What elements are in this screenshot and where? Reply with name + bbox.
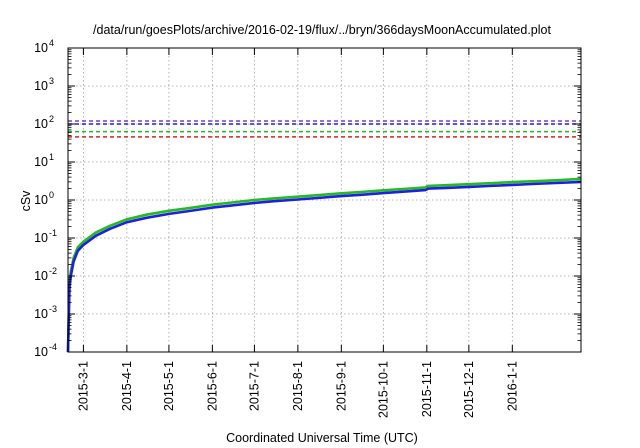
y-tick-exponent: -4: [49, 342, 57, 352]
y-tick-label: 10: [34, 79, 48, 93]
series-line: [66, 180, 582, 353]
y-tick-label: 10: [34, 269, 48, 283]
y-tick-exponent: 0: [49, 190, 54, 200]
y-tick-label: 10: [34, 231, 48, 245]
y-tick-exponent: -1: [49, 228, 57, 238]
x-tick-label: 2016-1-1: [505, 361, 519, 411]
x-tick-label: 2015-11-1: [420, 361, 434, 417]
y-tick-exponent: 4: [49, 38, 54, 48]
y-tick-exponent: 3: [49, 76, 54, 86]
x-tick-label: 2015-6-1: [205, 361, 219, 411]
x-tick-label: 2015-5-1: [162, 361, 176, 411]
y-tick-exponent: -2: [49, 266, 57, 276]
y-tick-label: 10: [34, 193, 48, 207]
y-tick-label: 10: [34, 117, 48, 131]
y-axis-label: cSv: [19, 190, 33, 212]
grid: [68, 48, 581, 352]
y-tick-label: 10: [34, 41, 48, 55]
x-tick-label: 2015-4-1: [120, 361, 134, 411]
y-tick-label: 10: [34, 345, 48, 359]
threshold-lines: [68, 120, 581, 138]
y-tick-label: 10: [34, 155, 48, 169]
x-tick-label: 2015-7-1: [247, 361, 261, 411]
chart-title: /data/run/goesPlots/archive/2016-02-19/f…: [93, 23, 551, 37]
x-tick-label: 2015-10-1: [376, 361, 390, 418]
y-tick-label: 10: [34, 307, 48, 321]
y-tick-exponent: 2: [49, 114, 54, 124]
x-tick-label: 2015-3-1: [76, 361, 90, 411]
series-group: [66, 177, 582, 353]
series-line: [66, 177, 582, 353]
y-tick-exponent: 1: [49, 152, 54, 162]
y-tick-exponent: -3: [49, 304, 57, 314]
x-axis-label: Coordinated Universal Time (UTC): [226, 431, 418, 445]
x-tick-label: 2015-8-1: [291, 361, 305, 411]
x-tick-label: 2015-12-1: [462, 361, 476, 418]
x-tick-label: 2015-9-1: [334, 361, 348, 411]
